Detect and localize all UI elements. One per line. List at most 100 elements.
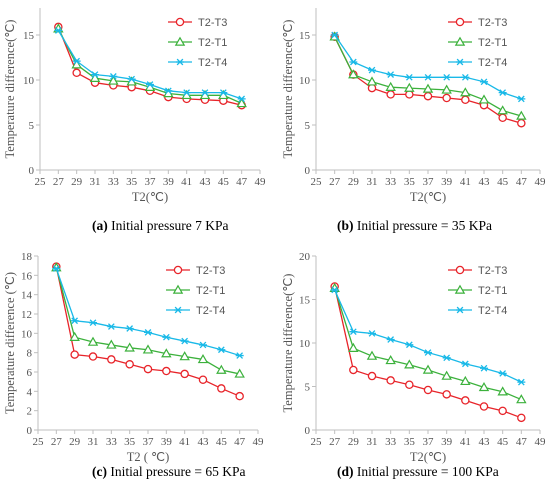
panel-caption: (c) Initial pressure = 65 KPa (92, 464, 245, 480)
data-point (424, 73, 432, 81)
legend-marker (454, 284, 466, 294)
data-point (107, 355, 116, 364)
data-point (498, 406, 507, 416)
x-tick-label: 33 (385, 436, 397, 448)
data-point (235, 391, 244, 401)
data-point (478, 381, 490, 392)
data-point (423, 91, 433, 101)
y-tick-label: 2 (27, 406, 33, 418)
chart-svg: 0 2 4 6 8 10 12 14 16 18 25 27 29 31 33 35 37 39 41 43 45 47 4… (3, 251, 264, 464)
legend-item: T2-T1 (166, 284, 225, 297)
data-point (386, 71, 395, 78)
data-point (107, 323, 116, 330)
data-point (144, 329, 152, 336)
x-tick-label: 25 (33, 436, 45, 448)
data-point (405, 380, 414, 390)
caption-letter: (b) (337, 218, 354, 233)
data-point (219, 89, 228, 96)
y-axis-label: Temperature difference(℃) (3, 20, 17, 159)
y-tick-label: 0 (305, 165, 311, 177)
data-point (386, 376, 395, 385)
series-T2-T4 (52, 265, 244, 359)
data-point (478, 94, 490, 104)
data-point (70, 317, 79, 325)
legend-item: T2-T1 (448, 36, 507, 49)
y-tick-label: 15 (299, 295, 311, 307)
data-point (442, 93, 451, 103)
chart-svg: 0 5 10 15 25 27 29 31 33 35 37 39 41 43 45 47 49 T2(℃) Tem… (281, 8, 546, 204)
data-point (217, 384, 226, 393)
data-point (480, 78, 488, 86)
caption-text: Initial pressure = 35 KPa (353, 218, 492, 233)
x-tick-label: 35 (404, 436, 416, 448)
data-point (125, 360, 134, 369)
x-tick-label: 29 (71, 176, 83, 188)
x-tick-label: 33 (385, 176, 397, 188)
x-axis-label: T2(℃) (410, 450, 446, 464)
data-point (143, 364, 153, 374)
data-point (146, 81, 154, 88)
y-tick-label: 16 (21, 270, 33, 282)
data-point (201, 89, 209, 96)
legend-marker (455, 17, 465, 27)
data-point (125, 325, 134, 332)
x-tick-label: 43 (200, 176, 212, 188)
legend-label: T2-T3 (198, 17, 227, 29)
x-tick-label: 39 (163, 176, 175, 188)
data-point (517, 413, 526, 423)
legend-label: T2-T4 (198, 57, 227, 69)
x-tick-label: 29 (348, 176, 360, 188)
data-point (516, 110, 527, 120)
x-tick-label: 39 (441, 436, 453, 448)
caption-letter: (a) (92, 218, 108, 233)
data-point (498, 370, 507, 377)
data-point (180, 337, 189, 345)
x-tick-label: 47 (516, 176, 528, 188)
data-point (349, 328, 358, 336)
x-tick-label: 35 (124, 436, 136, 448)
data-point (69, 331, 80, 341)
data-point (422, 364, 434, 374)
x-tick-label: 37 (423, 176, 435, 188)
data-point (234, 368, 245, 378)
data-point (479, 402, 489, 411)
data-point (237, 95, 246, 103)
legend-item: T2-T4 (448, 305, 507, 317)
data-point (480, 364, 488, 372)
y-tick-label: 10 (23, 75, 35, 87)
x-axis-label: T2(℃) (410, 190, 446, 204)
x-tick-label: 43 (198, 436, 210, 448)
data-point (441, 84, 452, 94)
data-point (497, 386, 508, 396)
data-point (460, 375, 471, 386)
data-point (199, 341, 207, 349)
legend-marker (175, 17, 185, 27)
data-point (348, 69, 359, 79)
panel-caption: (d) Initial pressure = 100 KPa (337, 464, 499, 480)
legend-label: T2-T1 (198, 37, 227, 49)
y-tick-label: 8 (27, 348, 33, 360)
data-point (348, 342, 359, 352)
x-tick-label: 41 (179, 436, 190, 448)
data-point (180, 369, 189, 379)
data-point (88, 352, 98, 361)
data-point (161, 348, 172, 358)
x-tick-label: 39 (441, 176, 453, 188)
data-point (236, 97, 247, 108)
data-point (70, 350, 79, 359)
data-point (162, 333, 171, 341)
data-point (461, 396, 470, 405)
y-tick-label: 6 (27, 367, 33, 379)
caption-letter: (d) (337, 464, 354, 479)
panel-caption: (a) Initial pressure 7 KPa (92, 218, 228, 234)
caption-text: Initial pressure = 100 KPa (353, 464, 499, 479)
y-tick-label: 5 (305, 120, 311, 132)
data-point (386, 90, 395, 99)
data-point (516, 394, 527, 404)
data-point (498, 89, 507, 96)
y-tick-label: 15 (23, 30, 35, 42)
legend-marker (174, 306, 182, 314)
data-point (367, 83, 377, 93)
data-point (349, 365, 358, 375)
legend-item: T2-T4 (168, 57, 227, 69)
